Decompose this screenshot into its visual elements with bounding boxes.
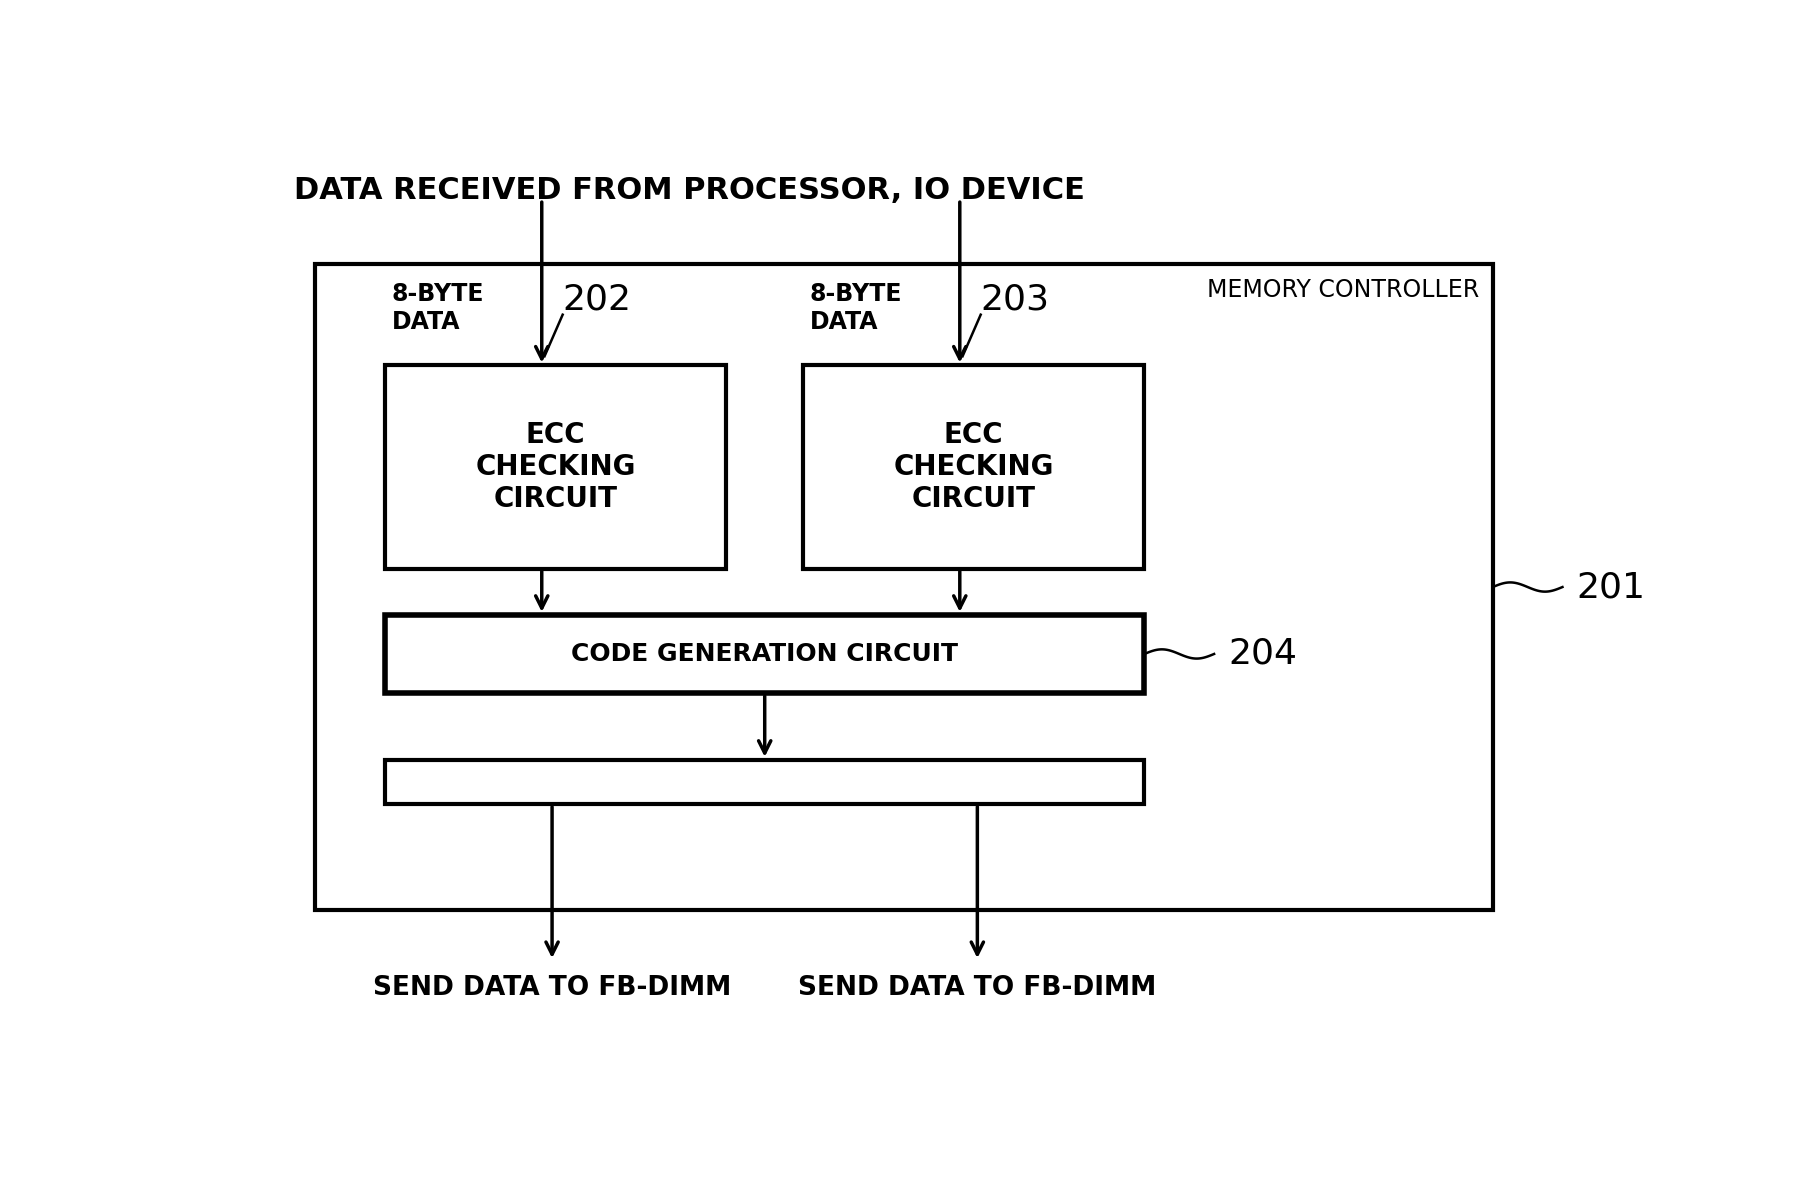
Bar xyxy=(385,615,1145,693)
Text: 201: 201 xyxy=(1577,570,1645,604)
Text: 203: 203 xyxy=(980,282,1050,317)
Text: SEND DATA TO FB-DIMM: SEND DATA TO FB-DIMM xyxy=(372,975,732,1001)
Bar xyxy=(804,366,1144,568)
Text: DATA RECEIVED FROM PROCESSOR, IO DEVICE: DATA RECEIVED FROM PROCESSOR, IO DEVICE xyxy=(295,176,1086,205)
Bar xyxy=(315,264,1492,910)
Bar xyxy=(385,760,1145,805)
Bar xyxy=(385,366,726,568)
Text: 8-BYTE
DATA: 8-BYTE DATA xyxy=(809,282,903,335)
Text: ECC
CHECKING
CIRCUIT: ECC CHECKING CIRCUIT xyxy=(894,421,1054,513)
Text: CODE GENERATION CIRCUIT: CODE GENERATION CIRCUIT xyxy=(572,641,958,665)
Text: 202: 202 xyxy=(563,282,631,317)
Text: 8-BYTE
DATA: 8-BYTE DATA xyxy=(392,282,484,335)
Text: 204: 204 xyxy=(1228,637,1296,671)
Text: ECC
CHECKING
CIRCUIT: ECC CHECKING CIRCUIT xyxy=(475,421,636,513)
Text: MEMORY CONTROLLER: MEMORY CONTROLLER xyxy=(1206,278,1478,302)
Text: SEND DATA TO FB-DIMM: SEND DATA TO FB-DIMM xyxy=(798,975,1156,1001)
